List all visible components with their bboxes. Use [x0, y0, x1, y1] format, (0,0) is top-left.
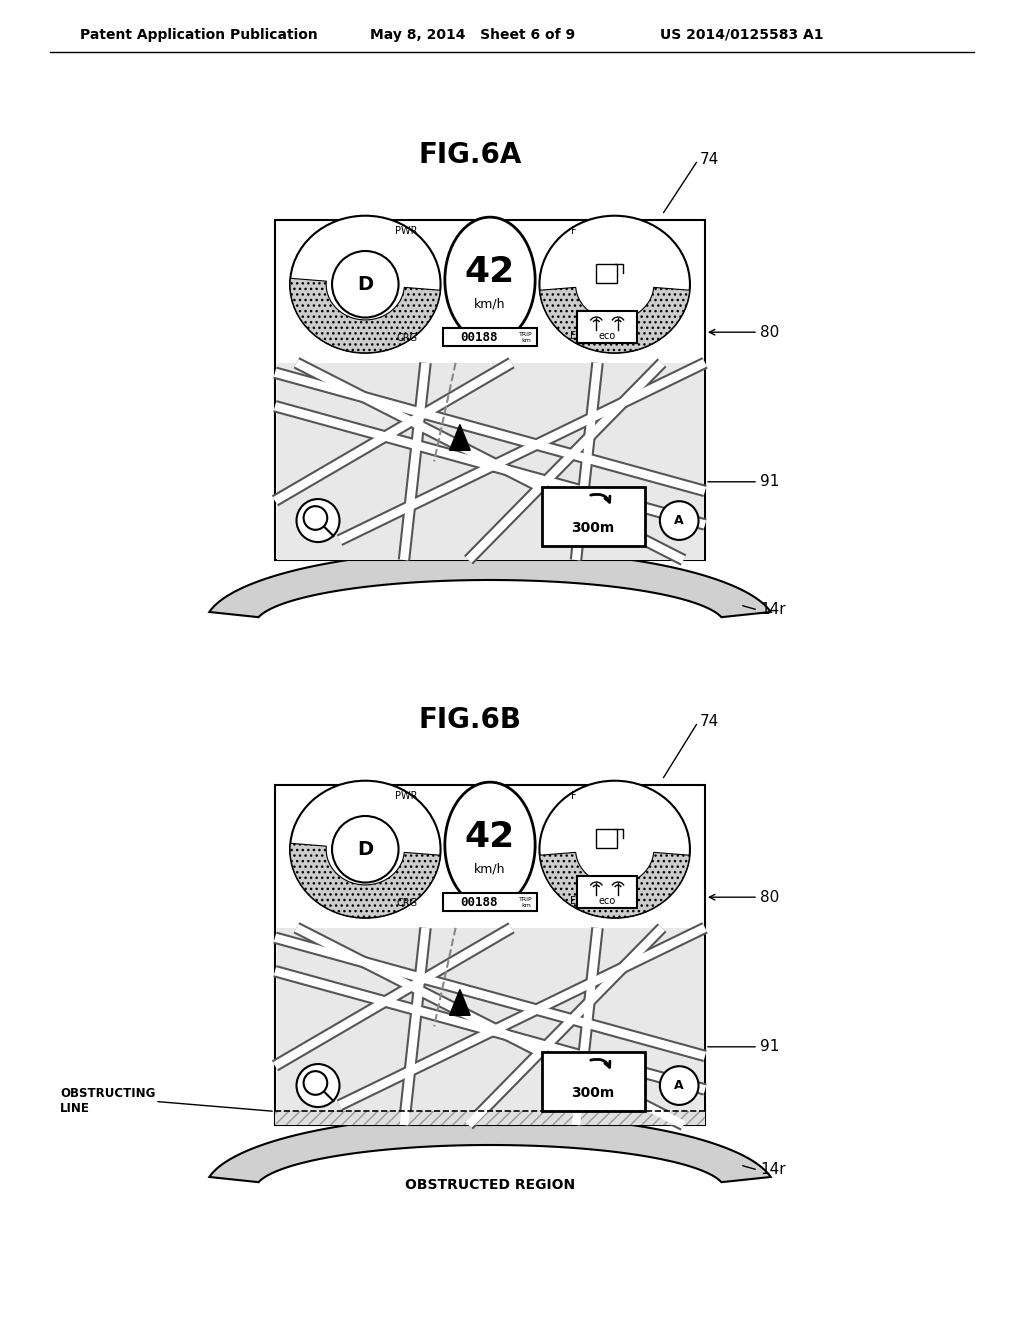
Text: CRG: CRG [396, 333, 417, 343]
Circle shape [332, 816, 398, 883]
Text: F: F [570, 791, 577, 801]
Text: km/h: km/h [474, 862, 506, 875]
Text: PWR: PWR [395, 226, 418, 236]
Text: 80: 80 [760, 890, 779, 904]
Text: 14r: 14r [760, 602, 785, 618]
Bar [578, 876, 637, 908]
Bar [276, 928, 703, 1125]
Text: 00188: 00188 [460, 895, 498, 908]
Text: km: km [521, 903, 530, 908]
Text: 300m: 300m [571, 521, 614, 536]
Polygon shape [450, 990, 470, 1015]
Circle shape [659, 1067, 698, 1105]
Text: Patent Application Publication: Patent Application Publication [80, 28, 317, 42]
Text: 00188: 00188 [460, 330, 498, 343]
Text: May 8, 2014   Sheet 6 of 9: May 8, 2014 Sheet 6 of 9 [370, 28, 575, 42]
Text: D: D [357, 840, 374, 859]
Ellipse shape [290, 215, 440, 352]
Text: 91: 91 [760, 1039, 779, 1055]
Bar [442, 892, 538, 911]
Bar [442, 327, 538, 346]
Text: 300m: 300m [571, 1086, 614, 1101]
Polygon shape [209, 550, 771, 618]
Text: 42: 42 [465, 256, 515, 289]
Text: F: F [570, 226, 577, 236]
Text: OBSTRUCTED REGION: OBSTRUCTED REGION [404, 1177, 575, 1192]
Text: A: A [675, 513, 684, 527]
Text: 74: 74 [700, 714, 719, 730]
Polygon shape [290, 279, 440, 352]
Text: PWR: PWR [395, 791, 418, 801]
Text: km/h: km/h [474, 297, 506, 310]
Text: TRIP: TRIP [519, 896, 532, 902]
Bar [542, 487, 645, 546]
Text: A: A [675, 1078, 684, 1092]
Ellipse shape [540, 215, 690, 352]
Text: FIG.6B: FIG.6B [419, 706, 521, 734]
Text: US 2014/0125583 A1: US 2014/0125583 A1 [660, 28, 823, 42]
Bar [578, 312, 637, 343]
Bar [275, 785, 705, 1125]
Bar [542, 1052, 645, 1111]
Text: D: D [357, 275, 374, 294]
Text: E: E [570, 331, 577, 341]
Bar [276, 363, 703, 560]
Bar [596, 264, 616, 284]
Text: E: E [570, 896, 577, 906]
Text: km: km [521, 338, 530, 343]
Text: 14r: 14r [760, 1163, 785, 1177]
Ellipse shape [290, 780, 440, 917]
Circle shape [297, 1064, 340, 1107]
Circle shape [297, 499, 340, 543]
Bar [596, 829, 616, 849]
Polygon shape [540, 853, 689, 917]
Ellipse shape [540, 780, 690, 917]
Text: eco: eco [599, 896, 615, 906]
Text: 42: 42 [465, 821, 515, 854]
Circle shape [332, 251, 398, 318]
Circle shape [659, 502, 698, 540]
Polygon shape [450, 425, 470, 450]
Text: 91: 91 [760, 474, 779, 490]
Bar [275, 220, 705, 560]
Text: eco: eco [599, 331, 615, 341]
Ellipse shape [444, 783, 536, 908]
Bar [275, 1111, 705, 1125]
Text: CRG: CRG [396, 898, 417, 908]
Text: 80: 80 [760, 325, 779, 339]
Ellipse shape [444, 218, 536, 343]
Text: FIG.6A: FIG.6A [419, 141, 521, 169]
Text: 74: 74 [700, 153, 719, 168]
Polygon shape [290, 843, 440, 917]
Text: TRIP: TRIP [519, 331, 532, 337]
Polygon shape [540, 288, 689, 352]
Polygon shape [209, 1115, 771, 1183]
Text: OBSTRUCTING
LINE: OBSTRUCTING LINE [60, 1088, 156, 1115]
